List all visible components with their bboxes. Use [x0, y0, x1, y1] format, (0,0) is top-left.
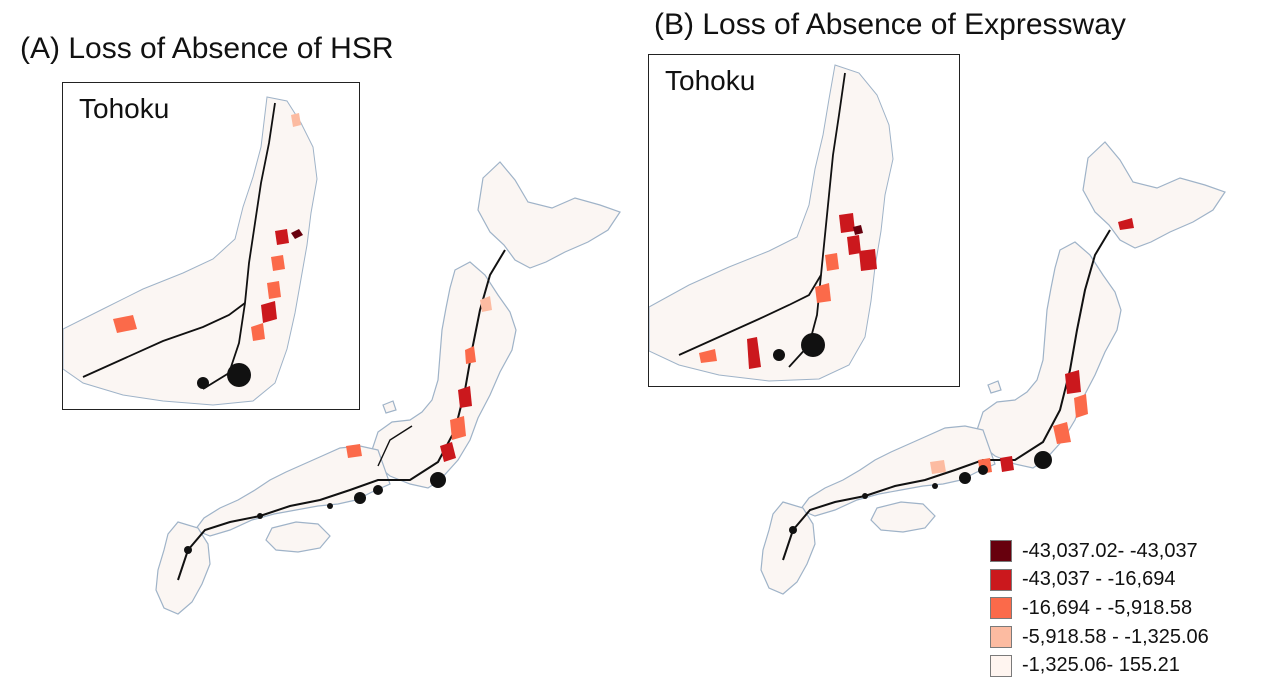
hokkaido [1082, 141, 1226, 249]
japan-landmass [760, 141, 1226, 595]
legend-label: -43,037.02- -43,037 [1022, 539, 1198, 562]
panel-b-inset-label: Tohoku [665, 65, 756, 96]
legend-swatch [990, 654, 1012, 677]
panel-b-japan-map [760, 141, 1226, 595]
honshu-north [976, 241, 1122, 469]
legend-label: -5,918.58 - -1,325.06 [1022, 625, 1209, 648]
urban-clusters [184, 472, 446, 554]
legend: -43,037.02- -43,037 -43,037 - -16,694 -1… [990, 537, 1209, 680]
panel-b-title: (B) Loss of Absence of Expressway [654, 8, 1126, 41]
panel-b-tohoku-inset: Tohoku [648, 54, 960, 387]
legend-label: -16,694 - -5,918.58 [1022, 596, 1193, 619]
legend-swatch [990, 597, 1012, 620]
legend-swatch [990, 626, 1012, 649]
sado-island [987, 380, 1002, 394]
urban-clusters [789, 451, 1052, 534]
hsr-loss-regions [346, 296, 492, 462]
shikoku [870, 501, 936, 533]
shikoku [265, 521, 331, 553]
honshu-north [371, 261, 517, 489]
legend-label: -1,325.06- 155.21 [1022, 654, 1180, 677]
sado-island [382, 400, 397, 414]
hokkaido [477, 161, 621, 269]
legend-swatch [990, 568, 1012, 591]
panel-a-japan-map [155, 161, 621, 615]
rail-network [177, 249, 506, 581]
legend-item: -43,037.02- -43,037 [990, 537, 1209, 566]
legend-item: -5,918.58 - -1,325.06 [990, 623, 1209, 652]
panel-a-title: (A) Loss of Absence of HSR [20, 32, 394, 65]
legend-item: -16,694 - -5,918.58 [990, 594, 1209, 623]
legend-item: -1,325.06- 155.21 [990, 651, 1209, 680]
legend-swatch [990, 540, 1012, 563]
panel-a-tohoku-inset: Tohoku [62, 82, 360, 410]
panel-a-tohoku-map [63, 96, 318, 406]
legend-label: -43,037 - -16,694 [1022, 568, 1176, 591]
panel-a-inset-label: Tohoku [79, 93, 170, 124]
legend-item: -43,037 - -16,694 [990, 566, 1209, 595]
panel-b-tohoku-map [649, 64, 894, 382]
japan-landmass [155, 161, 621, 615]
